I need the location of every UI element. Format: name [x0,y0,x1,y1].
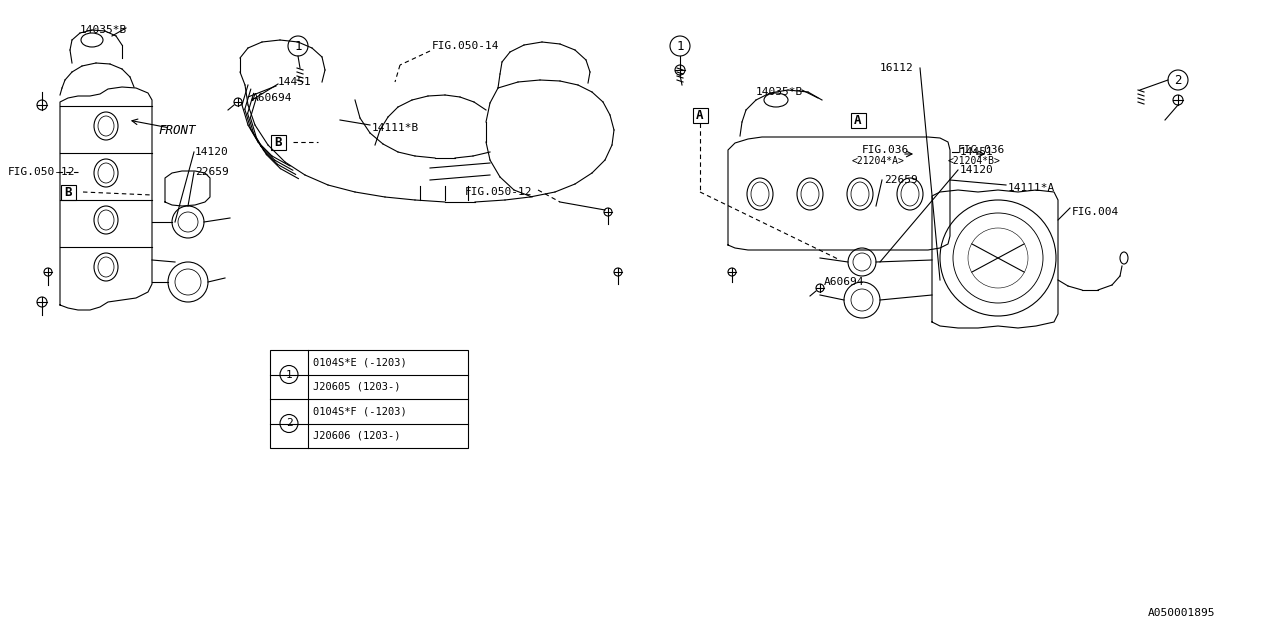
Text: B: B [274,136,282,148]
Text: 16112: 16112 [881,63,914,73]
Bar [270,134,285,150]
Text: FIG.050-14: FIG.050-14 [433,41,499,51]
Text: 2: 2 [285,419,292,429]
Text: FIG.050-12: FIG.050-12 [8,167,76,177]
Text: A: A [854,113,861,127]
Bar [60,184,76,200]
Text: FIG.050-12: FIG.050-12 [465,187,532,197]
Bar [270,350,468,448]
Text: A: A [696,109,704,122]
Text: 14120: 14120 [960,165,993,175]
Text: A050001895: A050001895 [1148,608,1216,618]
Text: 2: 2 [1174,74,1181,86]
Text: 14035*B: 14035*B [81,25,127,35]
Text: FIG.004: FIG.004 [1073,207,1119,217]
Text: 14035*B: 14035*B [756,87,804,97]
Text: A60694: A60694 [824,277,864,287]
Text: J20605 (1203-): J20605 (1203-) [314,381,401,392]
Text: 1: 1 [676,40,684,52]
Text: 1: 1 [285,369,292,380]
Text: 0104S*F (-1203): 0104S*F (-1203) [314,406,407,416]
Text: <21204*A>: <21204*A> [852,156,905,166]
Text: 14120: 14120 [195,147,229,157]
Text: FIG.036: FIG.036 [957,145,1005,155]
Text: 22659: 22659 [195,167,229,177]
Text: 14451: 14451 [960,147,993,157]
Text: 0104S*E (-1203): 0104S*E (-1203) [314,357,407,367]
Text: <21204*B>: <21204*B> [948,156,1001,166]
Text: FIG.036: FIG.036 [861,145,909,155]
Bar [850,113,865,127]
Text: B: B [64,186,72,198]
Text: 14451: 14451 [278,77,312,87]
Text: A60694: A60694 [252,93,293,103]
Text: 14111*B: 14111*B [372,123,420,133]
Text: 14111*A: 14111*A [1009,183,1055,193]
Bar [692,108,708,122]
Text: 1: 1 [294,40,302,52]
Text: FRONT: FRONT [157,124,196,136]
Text: 22659: 22659 [884,175,918,185]
Text: J20606 (1203-): J20606 (1203-) [314,431,401,441]
